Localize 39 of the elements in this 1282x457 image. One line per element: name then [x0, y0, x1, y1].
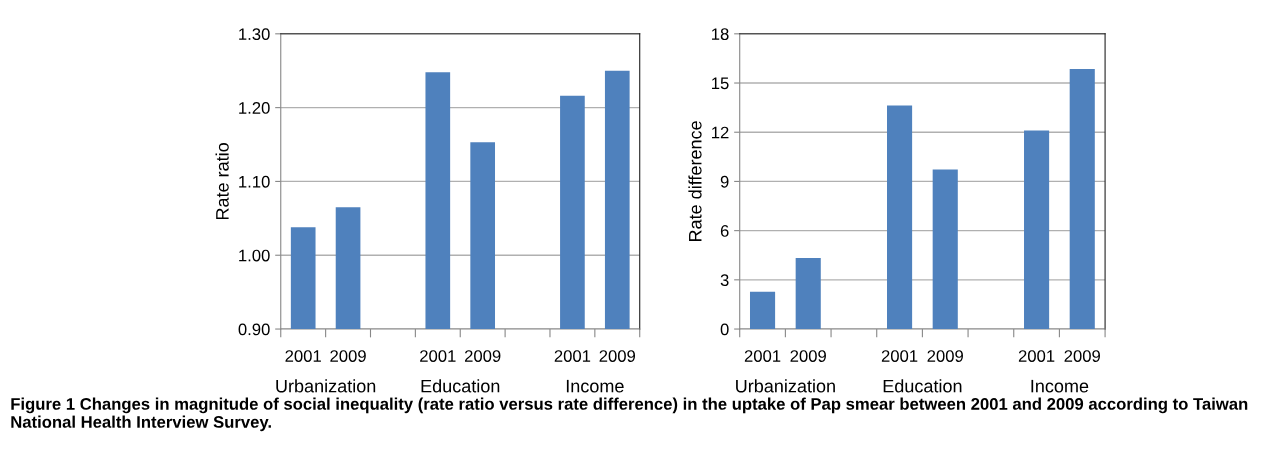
y-tick-label: 0 — [720, 323, 729, 336]
text: Urbanization — [276, 379, 376, 393]
text: Education — [421, 379, 500, 393]
x-tick-label: 2009 — [599, 350, 636, 362]
bar — [749, 291, 776, 330]
x-tick-label: 2001 — [744, 350, 781, 362]
x-tick-label: 2009 — [790, 350, 826, 362]
y-tick-label: 15 — [712, 77, 729, 90]
x-tick-label: 2001 — [881, 350, 918, 362]
x-tick-label: 2001 — [420, 350, 456, 362]
y-tick-label: 0.90 — [238, 323, 270, 336]
text: Education — [883, 379, 962, 393]
text: Income — [1031, 379, 1089, 393]
y-tick-label: 6 — [720, 225, 729, 237]
bar — [795, 258, 821, 330]
y-tick-label: 9 — [720, 175, 729, 188]
x-tick-label: 2009 — [1064, 350, 1100, 362]
x-tick-label: 2001 — [285, 350, 321, 362]
y-tick-label: 3 — [720, 274, 729, 287]
bar — [1069, 69, 1095, 330]
caption: Figure 1 Changes in magnitude of social inequality (rate ratio versus rate difference) in the uptake of Pap smear between 2001 and 2009 according to Taiwan National Health Interview Survey. — [11, 397, 1248, 432]
y-axis-title: Rate ratio — [215, 143, 229, 220]
x-tick-label: 2009 — [464, 350, 501, 362]
text: Urbanization — [736, 379, 835, 393]
bar — [887, 105, 913, 330]
x-tick-label: 2009 — [927, 350, 963, 362]
y-tick-label: 1.20 — [239, 102, 270, 114]
y-tick-label: 1.10 — [239, 175, 270, 188]
y-tick-label: 12 — [712, 126, 729, 139]
x-tick-label: 2001 — [554, 350, 591, 362]
x-tick-label: 2001 — [1018, 350, 1055, 362]
y-tick-label: 18 — [712, 28, 729, 41]
text: Income — [566, 379, 624, 393]
y-tick-label: 1.00 — [239, 249, 270, 262]
y-tick-label: 1.30 — [239, 28, 270, 41]
y-axis-title: Rate difference — [688, 121, 702, 242]
bar — [1024, 130, 1050, 330]
x-tick-label: 2009 — [330, 350, 366, 362]
bar — [932, 169, 958, 330]
